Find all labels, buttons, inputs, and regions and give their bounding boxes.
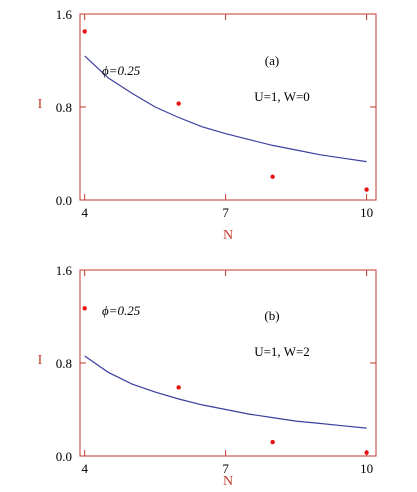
- data-point-a-1: [176, 101, 181, 106]
- data-points-b: [82, 306, 369, 455]
- curve-line-b: [84, 355, 367, 429]
- data-point-b-1: [176, 385, 181, 390]
- y-tick-label-a-2: 1.6: [56, 7, 73, 22]
- x-tick-label-b-2: 10: [360, 461, 373, 476]
- ticks-a: 4 7 10 0.0 0.8 1.6: [56, 7, 376, 220]
- data-point-a-3: [364, 187, 369, 192]
- y-tick-label-b-0: 0.0: [56, 449, 72, 464]
- data-point-b-0: [82, 306, 87, 311]
- x-tick-label-a-1: 7: [222, 205, 229, 220]
- x-tick-label-b-1: 7: [222, 461, 229, 476]
- data-point-a-2: [270, 174, 275, 179]
- panel-b: 4 7 10 0.0 0.8 1.6 I N ϕ=0.25 (b) U=1, W=2: [38, 263, 377, 489]
- ticks-b: 4 7 10 0.0 0.8 1.6: [56, 263, 376, 476]
- x-tick-label-a-2: 10: [360, 205, 373, 220]
- phi-annotation-b: ϕ=0.25: [102, 303, 141, 318]
- x-axis-label-b: N: [223, 474, 233, 489]
- curve-line-a: [84, 55, 367, 163]
- data-point-b-3: [364, 450, 369, 455]
- y-tick-label-a-0: 0.0: [56, 193, 72, 208]
- y-tick-label-b-2: 1.6: [56, 263, 73, 278]
- panel-a: 4 7 10 0.0 0.8 1.6 I N ϕ=0.25 (a) U=1, W=0: [38, 7, 377, 243]
- y-tick-label-b-1: 0.8: [56, 356, 72, 371]
- data-point-b-2: [270, 439, 275, 445]
- panel-label-b: (b): [264, 308, 279, 323]
- plot-frame-a: [79, 13, 377, 201]
- params-annotation-b: U=1, W=2: [254, 344, 310, 359]
- panel-label-a: (a): [265, 53, 279, 68]
- x-tick-label-b-0: 4: [81, 461, 88, 476]
- plot-frame-b: [79, 269, 377, 457]
- data-point-a-0: [82, 29, 87, 34]
- y-tick-label-a-1: 0.8: [56, 100, 72, 115]
- params-annotation-a: U=1, W=0: [254, 89, 310, 104]
- data-points-a: [82, 29, 369, 192]
- phi-annotation-a: ϕ=0.25: [102, 63, 141, 78]
- fit-curve-b: [84, 355, 367, 429]
- x-axis-label-a: N: [223, 228, 233, 243]
- fit-curve-a: [84, 55, 367, 163]
- y-axis-label-b: I: [38, 353, 43, 368]
- y-axis-label-a: I: [38, 97, 43, 112]
- x-tick-label-a-0: 4: [81, 205, 88, 220]
